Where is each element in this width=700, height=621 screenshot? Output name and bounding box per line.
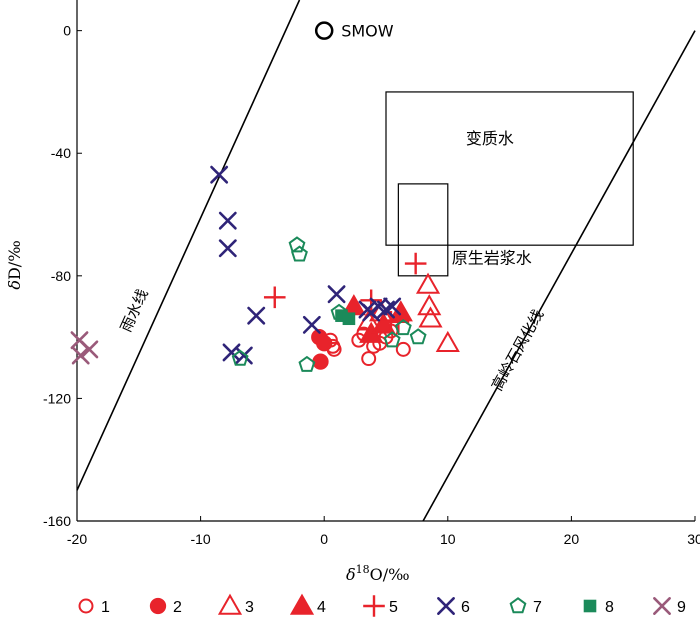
series-7-point (409, 328, 427, 345)
legend-label-9: 9 (677, 599, 686, 616)
axis-ticks: -20 -10 0 10 20 30 0 -40 -80 -120 -160 (43, 23, 700, 547)
series-6-point (383, 297, 402, 316)
series-9-point (71, 346, 90, 365)
series-7-point (291, 245, 308, 262)
y-tick-label: 0 (63, 23, 71, 39)
x-tick-label: -20 (67, 531, 87, 547)
series-5-point (263, 286, 286, 309)
magmatic-water-box (397, 183, 449, 277)
series-6-point (327, 285, 346, 304)
meteoric-water-line-label: 雨水线 (117, 286, 152, 334)
smow-marker-group: SMOW (314, 21, 394, 41)
legend-label-3: 3 (245, 599, 254, 616)
series-6-point (210, 165, 229, 184)
series-8-point (342, 312, 356, 326)
series-3-point (435, 330, 460, 353)
legend-marker-4 (289, 593, 315, 615)
magmatic-water-label: 原生岩浆水 (452, 249, 532, 268)
legend-marker-2 (149, 597, 167, 615)
kaolinite-weathering-line-label: 高岭石风化线 (488, 306, 547, 393)
legend-marker-6 (437, 597, 455, 615)
x-axis-title-rest: O/‰ (370, 565, 410, 584)
y-tick-label: -40 (51, 145, 71, 161)
smow-marker (314, 21, 334, 40)
x-tick-label: 0 (320, 531, 328, 547)
series-3-point (415, 272, 441, 294)
series-7-point (394, 319, 412, 336)
series-7-point (298, 355, 316, 372)
legend-label-2: 2 (173, 599, 182, 616)
legend-marker-5 (363, 595, 385, 617)
series-3-point (417, 294, 442, 316)
series-1-point (361, 351, 377, 367)
x-axis-title: δ18O/‰ (346, 563, 410, 584)
legend-label-8: 8 (605, 599, 614, 616)
x-tick-label: 30 (687, 531, 700, 547)
series-9-point (80, 340, 99, 359)
series-4-point (371, 312, 396, 334)
x-tick-label: 10 (440, 531, 456, 547)
legend-marker-9 (653, 597, 671, 615)
series-5-point (404, 252, 427, 275)
legend: 1 2 3 4 5 6 7 8 9 (78, 593, 686, 617)
legend-label-6: 6 (461, 599, 470, 616)
legend-label-1: 1 (101, 599, 110, 616)
x-axis-title-prefix: δ (346, 565, 356, 584)
series-2-point (312, 353, 329, 370)
series-7-point (288, 236, 306, 253)
series-7-point (383, 331, 401, 348)
y-axis-title: δD/‰ (5, 240, 24, 289)
plot-frame (76, 0, 695, 522)
legend-label-4: 4 (317, 599, 326, 616)
reference-lines: 雨水线 高岭石风化线 (76, 0, 696, 522)
series-6-point (218, 211, 237, 230)
series-1-point (395, 341, 411, 357)
y-tick-label: -80 (51, 268, 71, 284)
y-axis-title-prefix: δ (5, 280, 24, 290)
y-tick-label: -160 (43, 513, 71, 529)
series-6-point (218, 239, 237, 258)
metamorphic-water-box (385, 91, 634, 246)
x-axis-title-sup: 18 (356, 563, 370, 576)
kaolinite-weathering-line (422, 30, 696, 522)
series-2-point (316, 335, 333, 352)
data-points (70, 165, 460, 372)
metamorphic-water-label: 变质水 (466, 129, 514, 148)
meteoric-water-line (76, 0, 301, 491)
legend-marker-3 (217, 593, 243, 615)
series-6-point (247, 306, 266, 325)
legend-label-7: 7 (533, 599, 542, 616)
smow-label: SMOW (341, 22, 394, 41)
series-6-point (302, 315, 321, 334)
legend-label-5: 5 (389, 599, 398, 616)
legend-marker-8 (583, 599, 597, 613)
series-6-point (234, 346, 253, 365)
x-tick-label: 20 (564, 531, 580, 547)
series-3-point (418, 306, 443, 328)
legend-marker-7 (509, 597, 527, 614)
series-7-point (231, 349, 249, 366)
x-tick-label: -10 (190, 531, 210, 547)
y-tick-label: -120 (43, 390, 71, 406)
y-axis-title-rest: D/‰ (5, 240, 24, 280)
legend-marker-1 (78, 598, 94, 614)
